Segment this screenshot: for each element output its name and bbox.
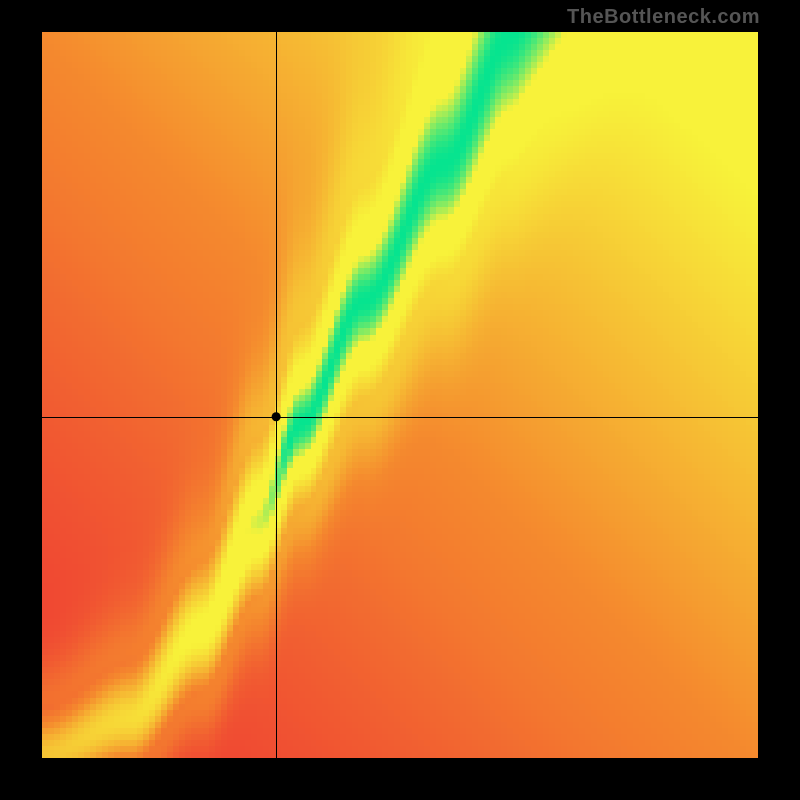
- bottleneck-heatmap: [42, 32, 758, 758]
- chart-container: { "watermark": { "text": "TheBottleneck.…: [0, 0, 800, 800]
- watermark-text: TheBottleneck.com: [567, 6, 760, 29]
